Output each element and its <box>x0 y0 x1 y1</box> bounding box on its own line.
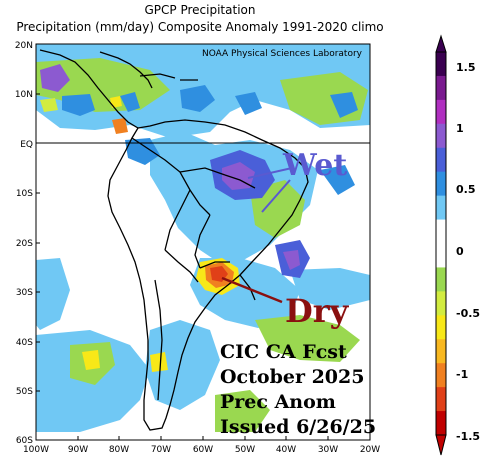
dry-label: Dry <box>285 292 350 330</box>
colorbar-segment <box>436 411 446 436</box>
colorbar-segment <box>436 219 446 244</box>
colorbar-label-neg-1: -1 <box>456 368 468 381</box>
lon-label-50w: 50W <box>235 445 255 455</box>
lon-label-90w: 90W <box>68 445 88 455</box>
colorbar-segment <box>436 52 446 77</box>
credit-label: NOAA Physical Sciences Laboratory <box>202 49 363 59</box>
lat-label-20s: 20S <box>16 239 33 249</box>
colorbar-top-arrow <box>435 34 447 53</box>
colorbar-segment <box>436 387 446 412</box>
lon-axis: 100W 90W 80W 70W 60W 50W 40W 30W 20W <box>23 436 380 455</box>
colorbar-segments <box>436 52 446 436</box>
colorbar-segment <box>436 363 446 388</box>
colorbar-bottom-arrow <box>435 434 447 456</box>
lon-label-100w: 100W <box>23 445 49 455</box>
colorbar-segment <box>436 75 446 101</box>
colorbar-segment <box>436 195 446 221</box>
lat-label-30s: 30S <box>16 288 33 298</box>
colorbar-segment <box>436 267 446 292</box>
colorbar-segment <box>436 171 446 197</box>
lat-axis: 20N 10N EQ 10S 20S 30S 40S 50S 60S <box>15 41 40 446</box>
dry-annotation: Dry <box>221 276 350 330</box>
colorbar-segment <box>436 147 446 173</box>
land-outlines <box>39 49 309 431</box>
wet-annotation: Wet <box>247 148 347 213</box>
lon-label-80w: 80W <box>109 445 129 455</box>
colorbar-label-0-5: 0.5 <box>456 183 476 196</box>
lon-label-70w: 70W <box>151 445 171 455</box>
dry-anomalies <box>40 96 240 372</box>
lat-label-10n: 10N <box>15 90 33 100</box>
lon-label-40w: 40W <box>276 445 296 455</box>
map-title: GPCP Precipitation <box>144 3 256 17</box>
forecast-line-2: October 2025 <box>220 366 364 388</box>
lat-label-40s: 40S <box>16 338 33 348</box>
colorbar-label-1: 1 <box>456 122 464 135</box>
colorbar-segment <box>436 243 446 268</box>
forecast-line-3: Prec Anom <box>220 391 336 413</box>
colorbar-label-neg-0-5: -0.5 <box>456 307 480 320</box>
colorbar-segment <box>436 291 446 316</box>
lat-label-eq: EQ <box>20 140 33 150</box>
anomaly-map <box>36 44 370 440</box>
colorbar-segment <box>436 123 446 149</box>
colorbar-label-1-5: 1.5 <box>456 61 476 74</box>
lon-label-20w: 20W <box>360 445 380 455</box>
colorbar-label-neg-1-5: -1.5 <box>456 430 480 443</box>
map-subtitle: Precipitation (mm/day) Composite Anomaly… <box>16 20 384 34</box>
forecast-line-1: CIC CA Fcst <box>220 341 347 363</box>
colorbar-segment <box>436 339 446 364</box>
lat-label-60s: 60S <box>16 436 33 446</box>
colorbar: 1.5 1 0.5 0 -0.5 -1 -1.5 <box>435 34 480 456</box>
colorbar-segment <box>436 99 446 125</box>
forecast-annotation: CIC CA Fcst October 2025 Prec Anom Issue… <box>220 341 376 438</box>
lat-label-50s: 50S <box>16 387 33 397</box>
lat-label-10s: 10S <box>16 189 33 199</box>
lon-label-60w: 60W <box>193 445 213 455</box>
colorbar-label-0: 0 <box>456 245 464 258</box>
forecast-line-4: Issued 6/26/25 <box>220 416 376 438</box>
wet-anomalies <box>40 64 358 278</box>
colorbar-segment <box>436 315 446 340</box>
lat-label-20n: 20N <box>15 41 33 51</box>
wet-label: Wet <box>282 148 347 183</box>
lon-label-30w: 30W <box>318 445 338 455</box>
